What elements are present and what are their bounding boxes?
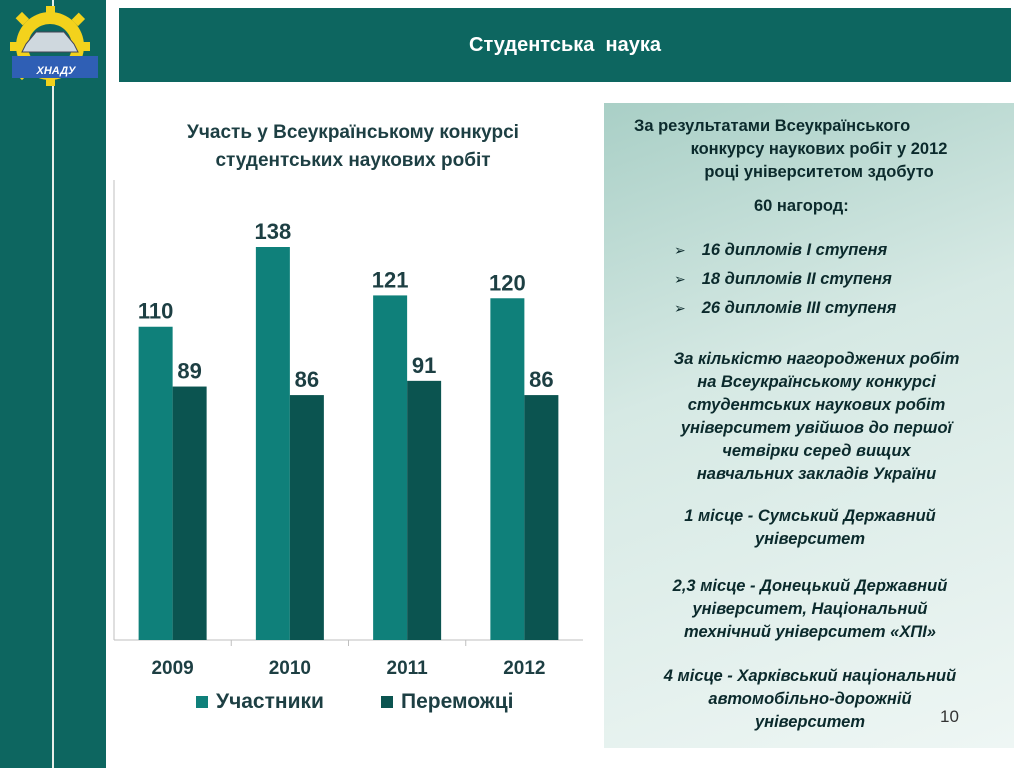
page-number: 10	[940, 707, 959, 726]
place-2-3-line: університет, Національний	[692, 600, 928, 618]
place-2-3-line: 2,3 місце - Донецький Державний	[672, 577, 948, 595]
data-label: 110	[138, 299, 174, 324]
bar-winners	[172, 386, 207, 640]
award-item: ➢ 18 дипломів II ступеня	[674, 270, 892, 289]
ranking-line: навчальних закладів України	[696, 465, 937, 483]
place-1-line: 1 місце - Сумський Державний	[684, 507, 936, 525]
arrow-bullet-icon: ➢	[674, 271, 686, 287]
page-title: Студентська наука	[469, 33, 661, 56]
stripe-divider	[52, 0, 54, 768]
data-label: 121	[372, 267, 409, 292]
bar-participants	[373, 295, 408, 640]
legend-swatch	[381, 696, 393, 708]
road-icon	[12, 56, 98, 78]
legend-label: Участники	[216, 690, 324, 713]
bar-participants	[490, 298, 525, 640]
bar-winners	[289, 395, 324, 640]
place-4-text: 4 місце - Харківський національний автом…	[624, 665, 996, 734]
x-tick-label: 2009	[151, 658, 193, 679]
place-2-3-text: 2,3 місце - Донецький Державний універси…	[624, 575, 996, 644]
place-4-line: університет	[754, 713, 866, 731]
bar-winners	[407, 380, 442, 640]
awards-total: 60 нагород:	[754, 197, 849, 215]
bar-participants	[255, 247, 290, 640]
data-label: 120	[489, 270, 526, 295]
left-decor-stripe	[0, 0, 106, 768]
arrow-bullet-icon: ➢	[674, 300, 686, 316]
award-label: 18 дипломів II ступеня	[701, 270, 892, 288]
chart-title: Участь у Всеукраїнському конкурсі студен…	[118, 119, 588, 175]
data-label: 86	[295, 367, 319, 392]
place-2-3-line: технічний університет «ХПІ»	[684, 623, 936, 641]
bar-winners	[524, 395, 559, 640]
ranking-line: на Всеукраїнському конкурсі	[697, 373, 936, 391]
logo-text: ХНАДУ	[35, 65, 77, 77]
bar-chart: 110 89 2009 138 86 2010 121 91 2011 120 86 2012 Учас…	[113, 180, 583, 713]
intro-line-1: За результатами Всеукраїнського	[634, 117, 911, 135]
ranking-line: студентських наукових робіт	[687, 396, 946, 414]
legend-swatch	[196, 696, 208, 708]
intro-line-2: конкурсу наукових робіт у 2012	[690, 140, 948, 158]
award-item: ➢ 16 дипломів I ступеня	[674, 241, 887, 260]
intro-line-3: році університетом здобуто	[704, 163, 934, 181]
ranking-line: університет увійшов до першої	[680, 419, 953, 437]
data-label: 138	[255, 219, 292, 244]
bar-participants	[138, 326, 173, 640]
info-panel: За результатами Всеукраїнського конкурсу…	[604, 103, 1014, 748]
award-item: ➢ 26 дипломів III ступеня	[674, 299, 896, 318]
place-1-line: університет	[754, 530, 866, 548]
award-label: 26 дипломів III ступеня	[701, 299, 897, 317]
place-4-line: автомобільно-дорожній	[708, 690, 912, 708]
arrow-bullet-icon: ➢	[674, 242, 686, 258]
place-4-line: 4 місце - Харківський національний	[663, 667, 957, 685]
legend-label: Переможці	[401, 690, 513, 713]
chart-title-line-2: студентських наукових робіт	[215, 150, 491, 171]
slide-header: Студентська наука	[119, 8, 1011, 82]
ranking-line: четвірки серед вищих	[722, 442, 911, 460]
x-tick-label: 2011	[387, 658, 429, 679]
ranking-text: За кількістю нагороджених робіт на Всеук…	[634, 348, 999, 486]
x-tick-label: 2010	[269, 658, 311, 679]
data-label: 91	[412, 353, 436, 378]
data-label: 89	[177, 359, 201, 384]
data-label: 86	[529, 367, 553, 392]
award-label: 16 дипломів I ступеня	[701, 241, 888, 259]
chart-title-line-1: Участь у Всеукраїнському конкурсі	[187, 122, 519, 143]
place-1-text: 1 місце - Сумський Державний університет	[624, 505, 996, 551]
x-tick-label: 2012	[503, 658, 545, 679]
car-icon	[21, 31, 79, 53]
university-logo: ХНАДУ	[10, 6, 98, 86]
ranking-line: За кількістю нагороджених робіт	[673, 350, 960, 368]
intro-text: За результатами Всеукраїнського конкурсу…	[634, 115, 964, 184]
